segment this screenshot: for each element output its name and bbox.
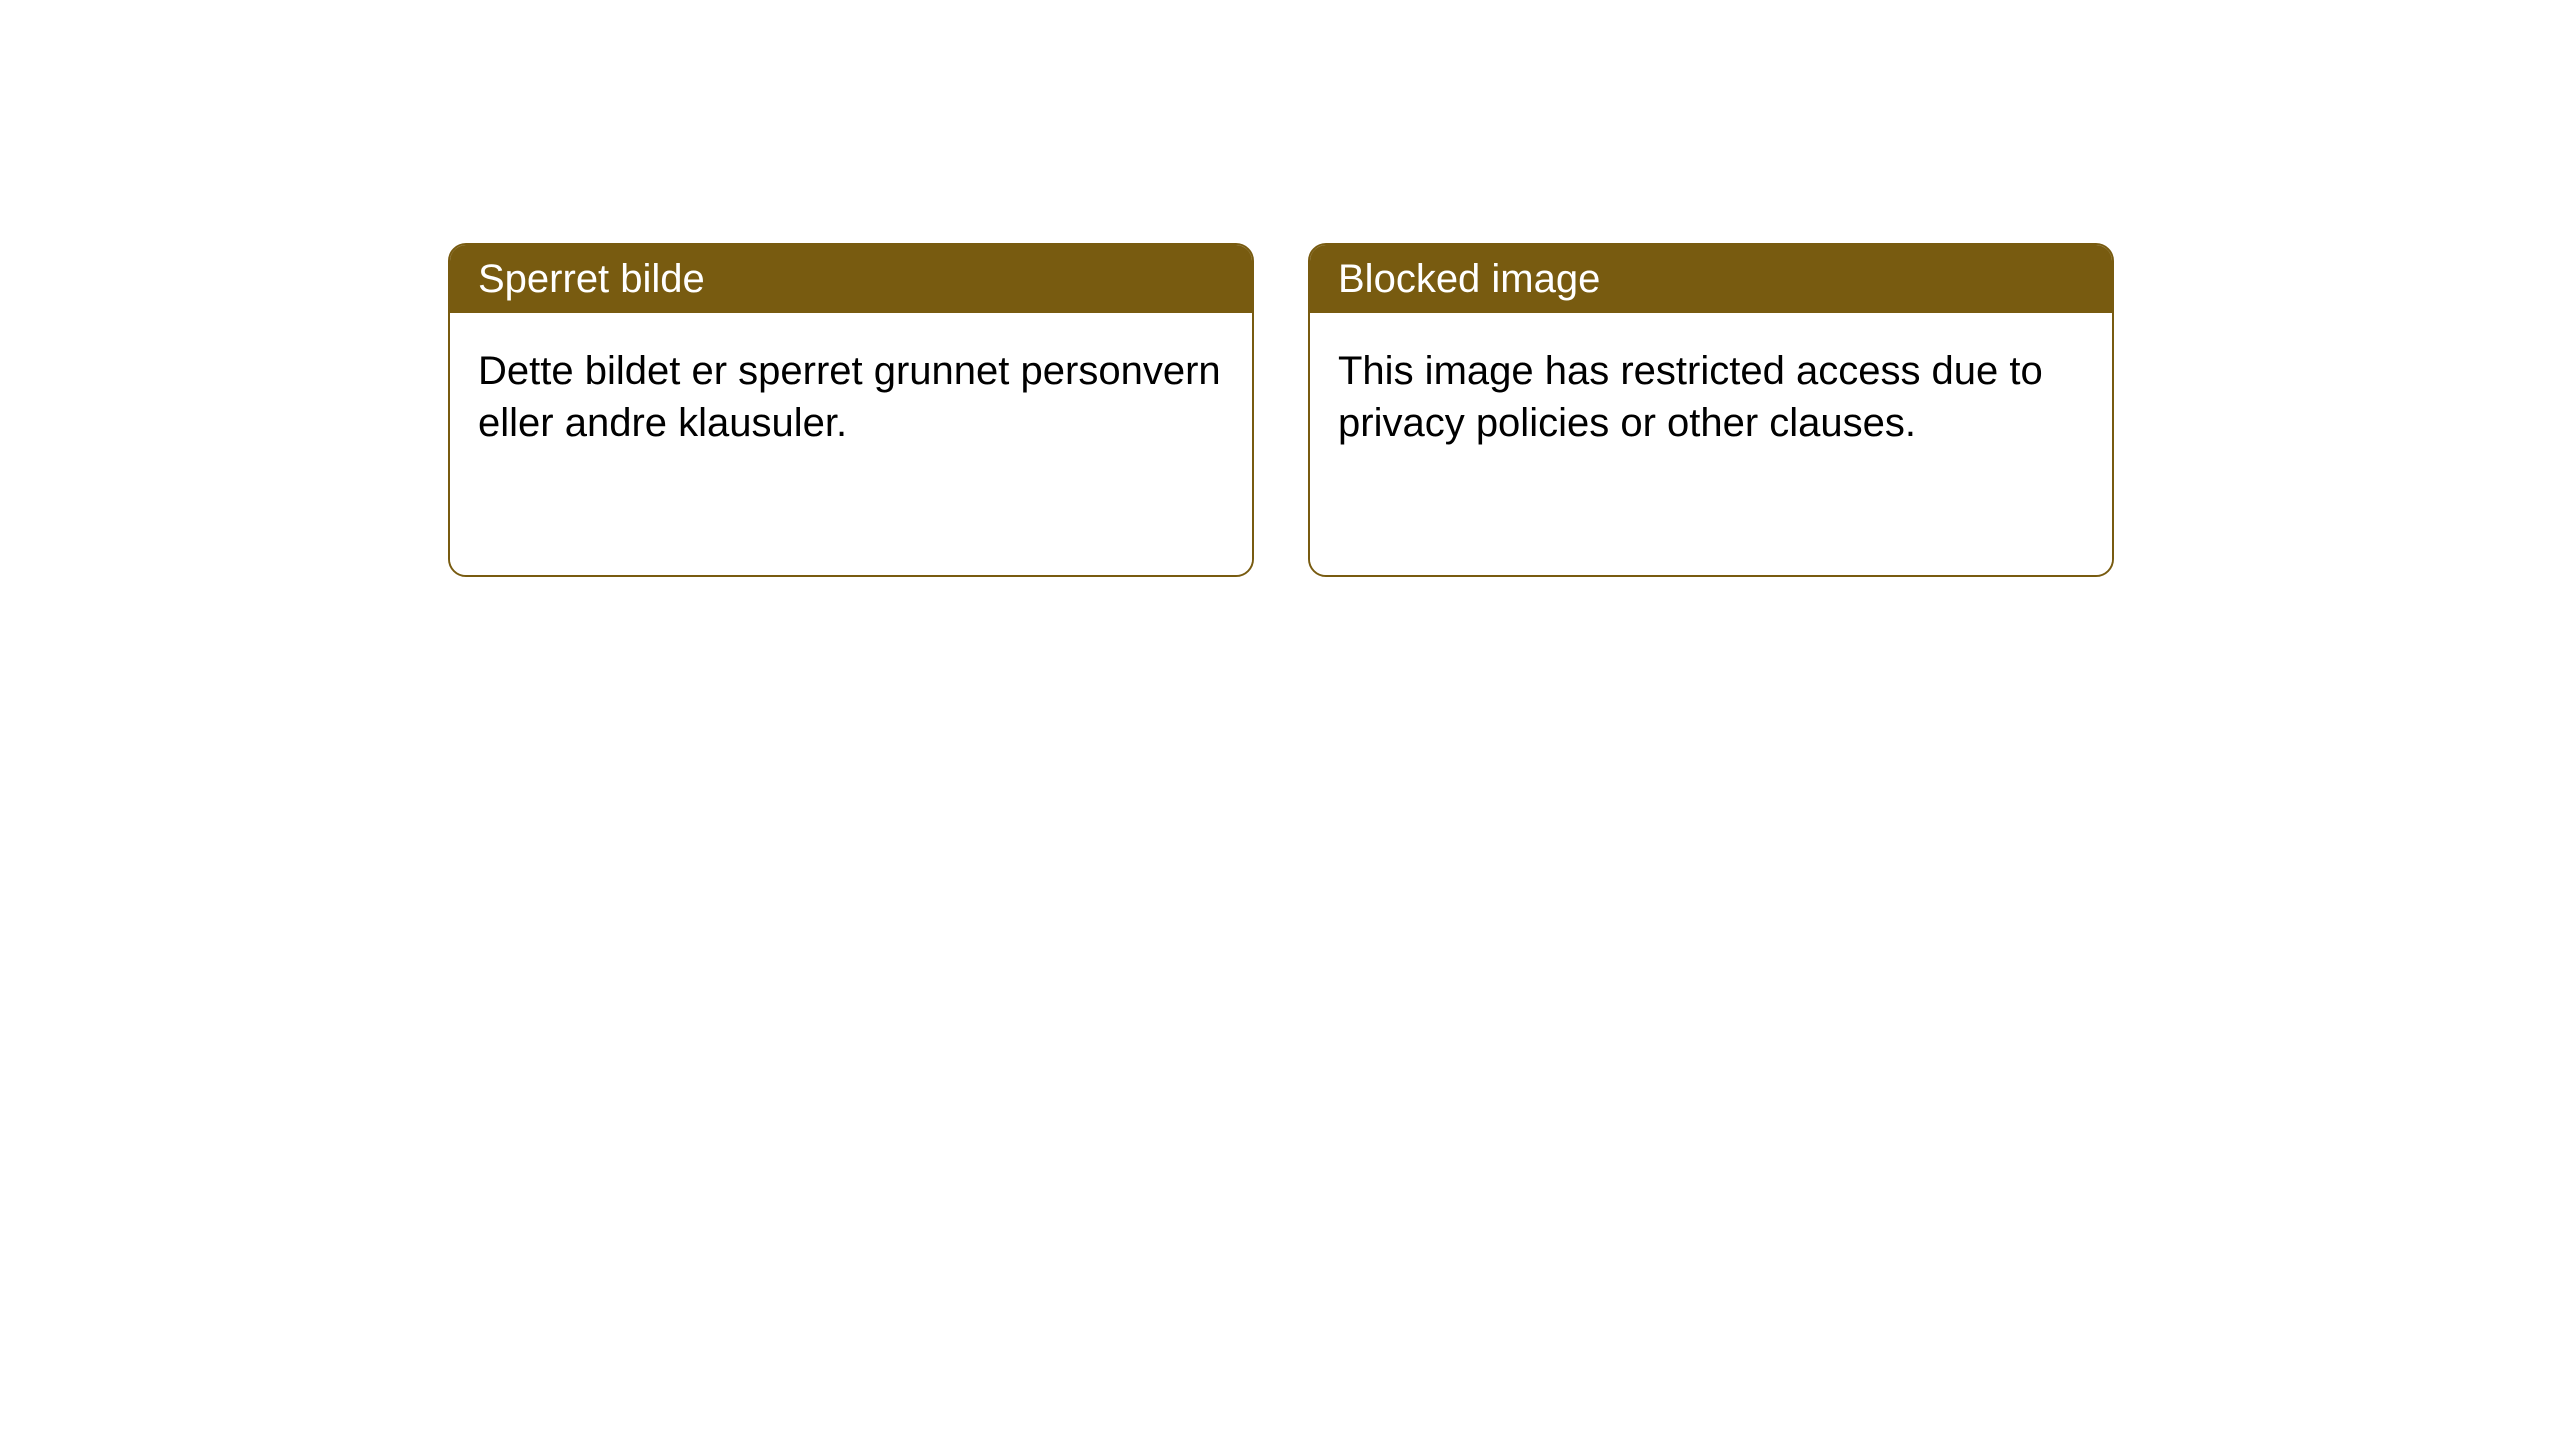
notice-body: Dette bildet er sperret grunnet personve… (450, 313, 1252, 575)
notice-body: This image has restricted access due to … (1310, 313, 2112, 575)
notice-container: Sperret bilde Dette bildet er sperret gr… (0, 0, 2560, 577)
notice-card-norwegian: Sperret bilde Dette bildet er sperret gr… (448, 243, 1254, 577)
notice-header: Blocked image (1310, 245, 2112, 313)
notice-card-english: Blocked image This image has restricted … (1308, 243, 2114, 577)
notice-header: Sperret bilde (450, 245, 1252, 313)
